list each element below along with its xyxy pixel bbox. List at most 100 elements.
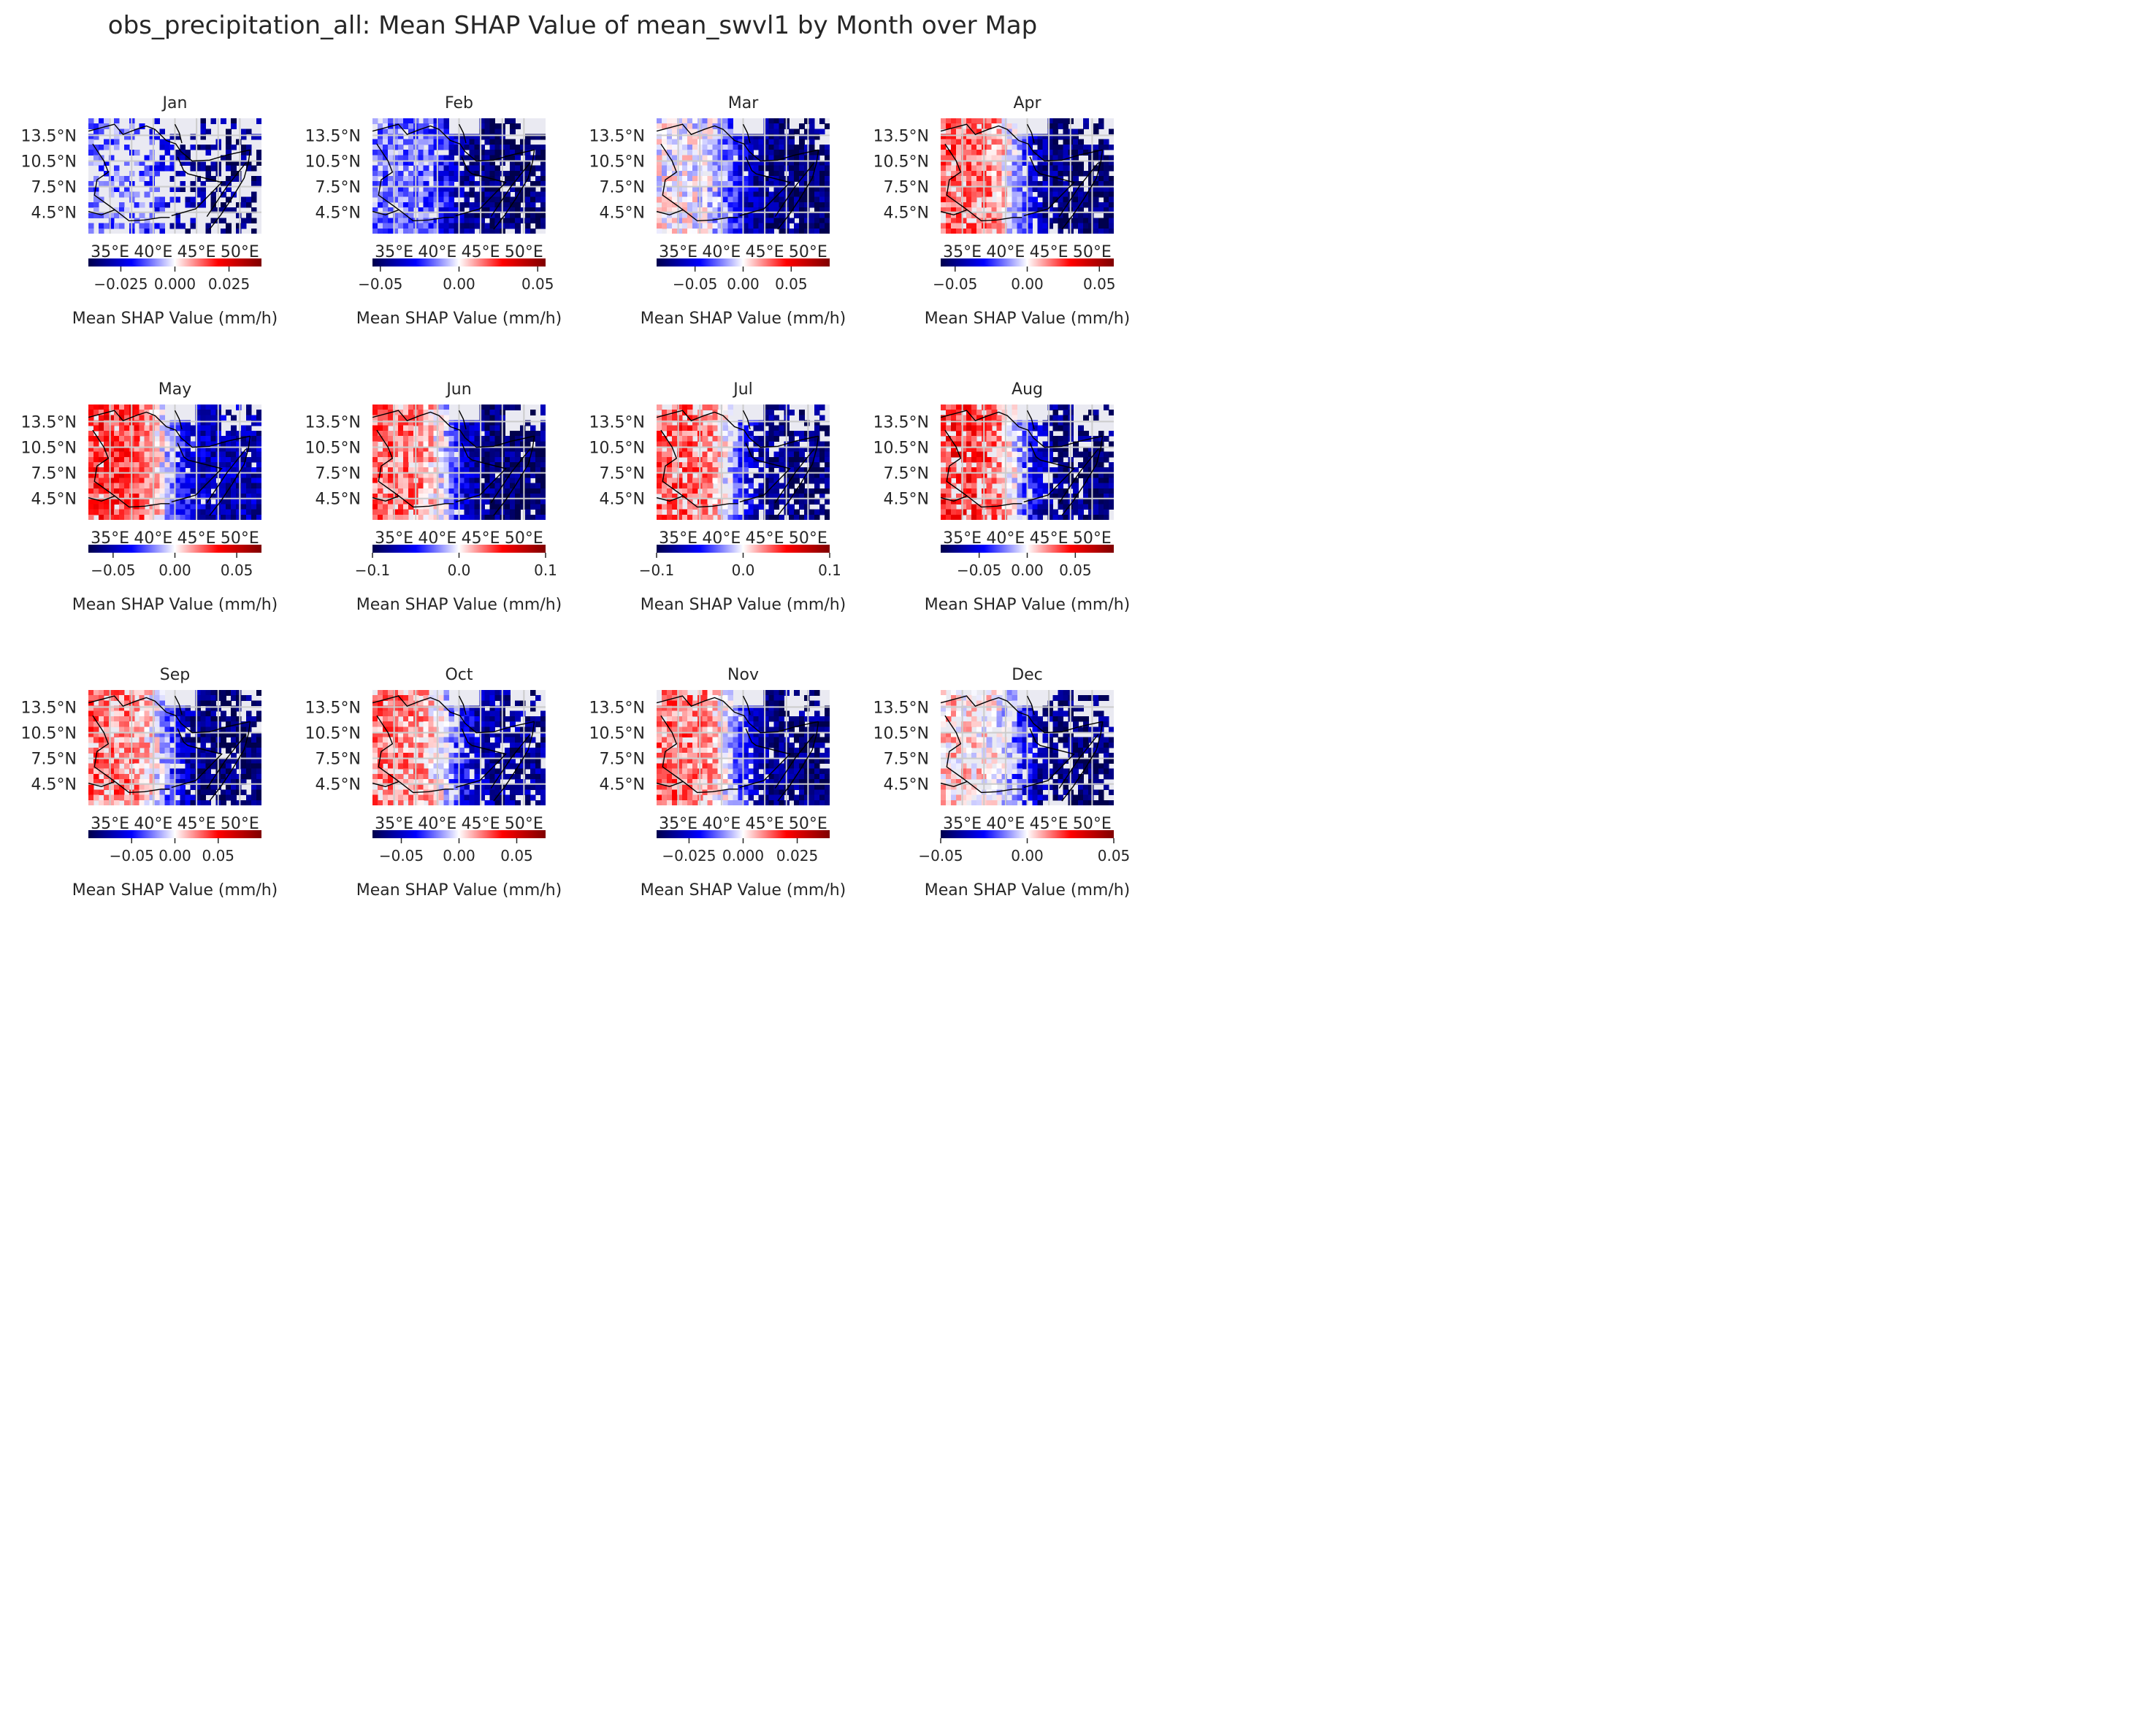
heatmap-cell: [814, 212, 820, 219]
heatmap-cell: [418, 462, 424, 468]
heatmap-cell: [397, 196, 404, 203]
heatmap-cell: [1032, 441, 1039, 448]
heatmap-cell: [971, 425, 977, 432]
figure: obs_precipitation_all: Mean SHAP Value o…: [21, 11, 1131, 900]
heatmap-cell: [1047, 456, 1053, 463]
heatmap-cell: [200, 494, 206, 499]
heatmap-cell: [657, 207, 662, 213]
heatmap-cell: [408, 436, 414, 442]
heatmap-cell: [671, 462, 678, 468]
heatmap-cell: [1022, 181, 1028, 187]
heatmap-cell: [246, 504, 252, 510]
heatmap-cell: [712, 462, 719, 468]
heatmap-cell: [971, 467, 977, 473]
heatmap-cell: [149, 483, 156, 489]
heatmap-cell: [134, 425, 140, 432]
heatmap-cell: [825, 514, 830, 520]
heatmap-cell: [433, 202, 440, 208]
heatmap-cell: [707, 196, 714, 203]
border-coast-north: [941, 123, 1103, 162]
heatmap-cell: [535, 181, 541, 187]
heatmap-cell: [945, 509, 952, 515]
heatmap-cell: [164, 420, 171, 426]
heatmap-cell: [1104, 509, 1109, 515]
heatmap-cell: [1083, 144, 1089, 150]
heatmap-cell: [1022, 207, 1028, 213]
heatmap-cell: [200, 451, 206, 458]
heatmap-cell: [971, 451, 977, 458]
heatmap-cell: [945, 212, 952, 219]
heatmap-cell: [661, 150, 668, 156]
heatmap-cell: [474, 494, 480, 499]
heatmap-cell: [210, 514, 216, 520]
heatmap-cell: [1017, 134, 1023, 140]
heatmap-cell: [712, 118, 719, 124]
heatmap-cell: [722, 170, 729, 177]
heatmap-cell: [799, 202, 805, 208]
heatmap-cell: [971, 150, 977, 156]
heatmap-cell: [1058, 425, 1063, 432]
heatmap-cell: [722, 509, 729, 515]
heatmap-cell: [763, 494, 769, 499]
heatmap-cell: [479, 509, 485, 515]
heatmap-cell: [190, 223, 196, 229]
heatmap-cell: [1058, 467, 1063, 473]
heatmap-cell: [377, 410, 383, 415]
heatmap-cell: [814, 472, 820, 479]
heatmap-cell: [779, 202, 784, 208]
heatmap-cell: [469, 165, 475, 172]
heatmap-cell: [657, 467, 662, 473]
heatmap-cell: [671, 430, 678, 437]
heatmap-cell: [1006, 160, 1013, 166]
heatmap-cell: [149, 155, 156, 161]
heatmap-cell: [448, 186, 455, 193]
heatmap-cell: [960, 441, 967, 448]
heatmap-cell: [789, 228, 795, 234]
heatmap-cell: [733, 176, 739, 182]
heatmap-cell: [479, 186, 485, 193]
heatmap-cell: [408, 196, 414, 203]
heatmap-cell: [996, 494, 1003, 499]
heatmap-cell: [510, 129, 516, 135]
heatmap-cell: [773, 212, 779, 219]
heatmap-cell: [748, 196, 754, 203]
heatmap-cell: [256, 134, 261, 140]
heatmap-cell: [702, 165, 708, 172]
heatmap-cell: [190, 160, 196, 166]
heatmap-cell: [540, 160, 546, 166]
heatmap-cell: [397, 155, 404, 161]
heatmap-cell: [666, 118, 673, 124]
lat-tick-label: 13.5°N: [305, 413, 361, 432]
heatmap-cell: [88, 494, 94, 499]
heatmap-cell: [387, 441, 394, 448]
heatmap-cell: [1001, 483, 1008, 489]
heatmap-cell: [98, 509, 104, 515]
lat-tick-labels: 13.5°N10.5°N7.5°N4.5°N: [589, 413, 645, 508]
heatmap-cell: [687, 218, 693, 224]
heatmap-cell: [236, 462, 242, 468]
heatmap-cell: [1073, 509, 1079, 515]
heatmap-cell: [175, 472, 181, 479]
heatmap-cell: [712, 160, 719, 166]
heatmap-cell: [149, 462, 156, 468]
heatmap-cell: [397, 186, 404, 193]
heatmap-cell: [773, 123, 779, 129]
heatmap-cell: [1047, 494, 1053, 499]
gridlines: [657, 405, 830, 520]
heatmap-cell: [768, 509, 774, 515]
heatmap-cell: [392, 144, 399, 150]
heatmap-cell: [221, 181, 226, 187]
heatmap-cell: [113, 118, 120, 124]
heatmap-cell: [164, 494, 171, 499]
heatmap-cell: [144, 155, 150, 161]
heatmap-cell: [1032, 446, 1039, 453]
heatmap-cell: [1104, 504, 1109, 510]
heatmap-cell: [88, 472, 94, 479]
heatmap-cell: [241, 467, 247, 473]
heatmap-cell: [1047, 218, 1053, 224]
heatmap-cell: [103, 478, 110, 484]
heatmap-cell: [98, 415, 104, 421]
heatmap-cell: [1027, 223, 1033, 229]
heatmap-cell: [712, 467, 719, 473]
heatmap-cell: [397, 150, 404, 156]
